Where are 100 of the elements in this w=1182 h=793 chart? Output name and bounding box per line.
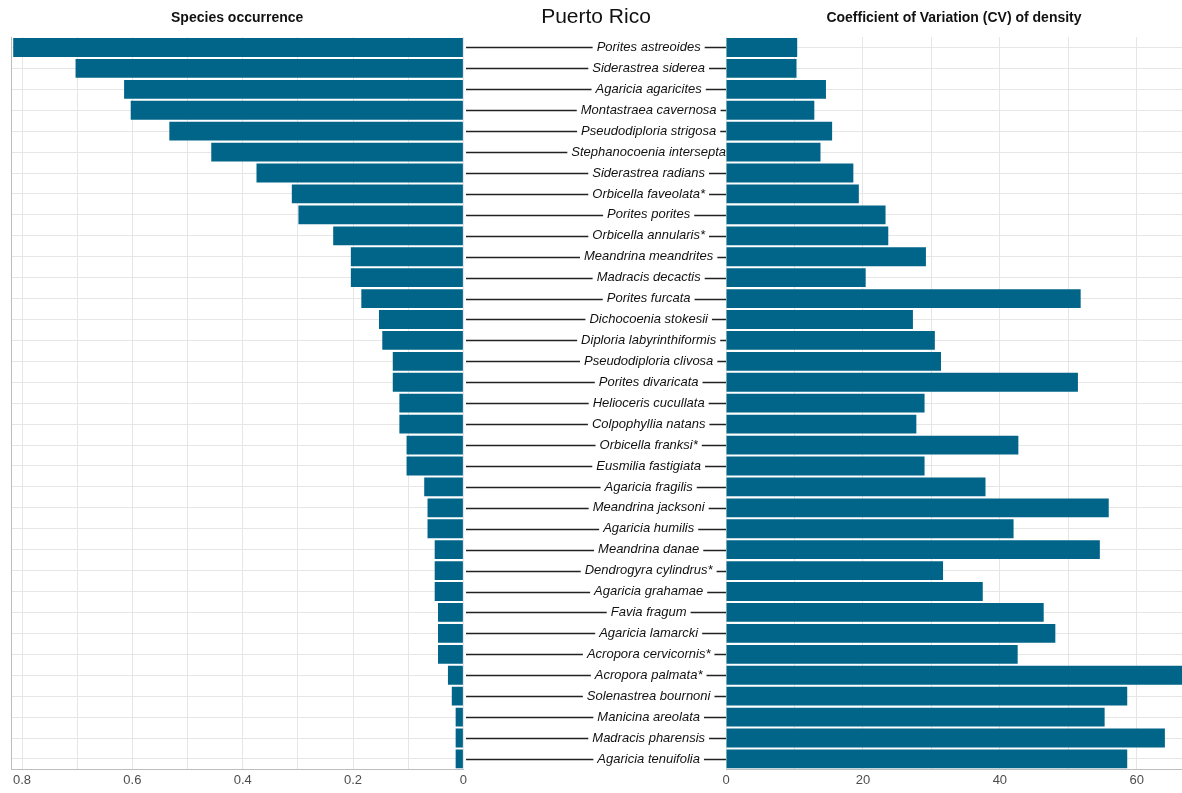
bar [726,477,986,497]
bar [169,121,463,141]
bar [726,205,886,225]
y-tick-label: Meandrina jacksoni [592,499,706,515]
bar [726,498,1109,518]
y-tick-label: Meandrina danae [598,541,700,557]
y-tick-label: Agaricia lamarcki [598,624,700,640]
y-tick-label: Porites divaricata [598,373,699,389]
x-tick-label: 0.6 [123,771,142,787]
bar [438,644,463,664]
bar [211,142,463,162]
text: Puerto Rico [540,4,652,28]
bar [726,310,913,329]
bar [726,435,1019,455]
bar [726,184,859,204]
bar [424,477,463,497]
y-tick-label: Agaricia grahamae [593,583,704,599]
y-tick-label: Siderastrea siderea [592,60,706,75]
bar [451,686,463,706]
bar [726,226,889,246]
y-tick-label: Dendrogyra cylindrus* [584,562,714,578]
y-tick-label: Pseudodiploria strigosa [581,122,717,138]
bar [434,561,463,581]
bar [726,58,797,78]
bar [399,414,463,434]
bar [350,247,463,267]
bar [726,561,944,581]
y-tick-label: Eusmilia fastigiata [596,457,702,473]
bar [382,331,463,350]
bar [726,749,1128,769]
bar [726,100,815,120]
x-tick-label: 0.2 [344,771,363,787]
x-tick-label: 20 [855,771,871,787]
bar [378,310,463,329]
bar [291,184,463,204]
bar [455,728,463,748]
y-tick-label: Madracis decactis [596,269,702,285]
y-tick-label: Helioceris cucullata [592,394,705,410]
y-tick-label: Orbicella franksi* [599,436,699,452]
bar [406,456,463,476]
bar [726,728,1165,748]
bar [726,331,935,350]
bar [455,707,463,727]
y-tick-label: Acropora palmata* [593,666,704,682]
bar [726,582,983,601]
y-tick-label: Pseudodiploria clivosa [583,352,714,368]
bar [726,603,1044,622]
x-tick-label: 0.8 [12,771,32,787]
bar [726,414,917,434]
y-tick-label: Acropora cervicornis* [585,645,712,661]
bar [726,644,1018,664]
y-tick-label: Porites furcata [606,290,691,306]
chart-title: Coefficient of Variation (CV) of density [825,9,1083,25]
y-tick-label: Agaricia fragilis [603,478,694,494]
x-tick-label: 0 [722,771,730,787]
x-tick-label: 0.4 [233,771,252,787]
y-tick-label: Diploria labyrinthiformis [581,332,717,348]
y-tick-label: Orbicella annularis* [592,227,706,243]
bar [726,351,941,371]
x-tick-label: 40 [992,771,1008,787]
bar [427,519,463,539]
y-tick-label: Agaricia humilis [602,520,695,536]
bar [75,58,463,78]
y-tick-label: Colpophyllia natans [591,415,706,431]
y-tick-label: Favia fragum [610,604,687,620]
chart-title: Species occurrence [170,9,305,25]
bar [726,163,854,183]
bar [447,665,463,685]
x-tick-label: 60 [1129,771,1145,787]
bar [726,38,798,57]
bar [13,38,463,57]
y-tick-label: Porites astreoides [596,39,702,55]
bar [726,686,1128,706]
bar [298,205,463,225]
bar [427,498,463,518]
bar [124,79,463,99]
bar [726,142,821,162]
bar [726,665,1182,685]
bar [726,623,1056,643]
bar [392,351,463,371]
bar [361,289,463,308]
bar [726,707,1105,727]
y-tick-label: Meandrina meandrites [583,248,714,264]
bar [726,540,1100,560]
bar [726,247,926,267]
bar [726,456,925,476]
bar [726,289,1081,308]
bar [392,372,463,392]
bar [406,435,463,455]
y-tick-label: Madracis pharensis [592,729,706,745]
y-tick-label: Porites porites [607,206,691,222]
bar [399,393,463,413]
bar [438,603,463,622]
y-tick-label: Solenastrea bournoni [586,687,712,703]
y-tick-label: Stephanocoenia intersepta [571,143,727,159]
y-tick-label: Dichocoenia stokesii [589,311,710,327]
bar [333,226,463,246]
bar [455,749,463,769]
bar [726,121,833,141]
bar [350,268,463,288]
